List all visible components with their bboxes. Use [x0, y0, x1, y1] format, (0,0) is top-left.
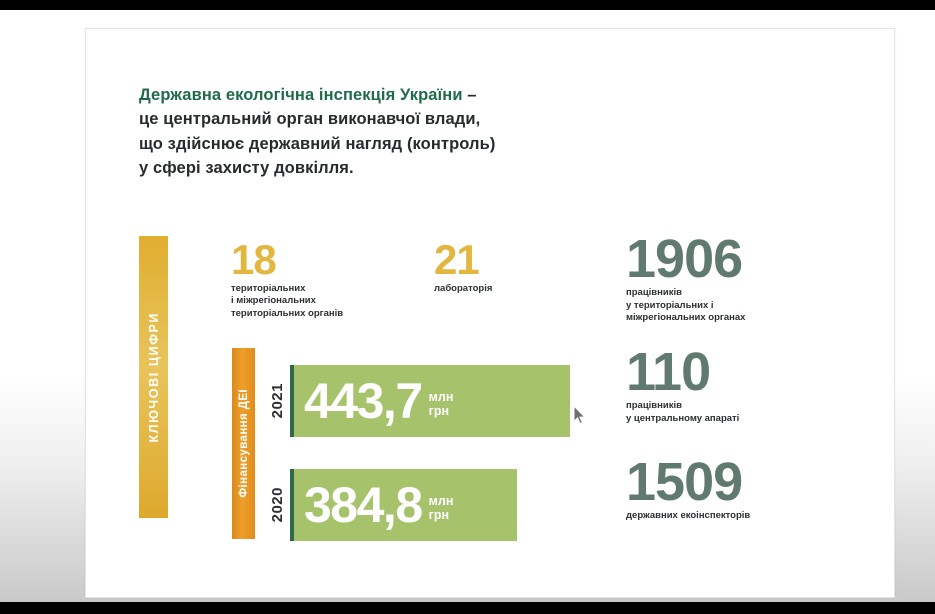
stat-regional-bodies: 18 територіальних і міжрегіональних тери… — [231, 236, 344, 320]
stat-employees-central-caption: працівників у центральному апараті — [626, 400, 740, 424]
stat-employees-central: 110 працівників у центральному апараті — [626, 342, 740, 425]
funding-bar-2020: 384,8 млн грн — [290, 469, 517, 541]
stat-laboratories-caption: лабораторія — [434, 283, 493, 295]
stat-employees-regional-caption: працівників у територіальних і міжрегіон… — [626, 287, 746, 324]
funding-bar-2021-value: 443,7 — [304, 372, 423, 429]
funding-bar-2021-unit: млн грн — [428, 389, 454, 418]
funding-bar-2020-unit: млн грн — [428, 493, 454, 522]
funding-ribbon: Фінансування ДЕІ — [232, 348, 255, 539]
stat-regional-bodies-number: 18 — [231, 236, 277, 283]
funding-bar-year-2020: 2020 — [268, 487, 286, 523]
window-top-bar — [0, 0, 935, 10]
funding-ribbon-label: Фінансування ДЕІ — [237, 389, 250, 498]
stat-state-eco-inspectors-number: 1509 — [626, 452, 743, 512]
funding-bar-2020-value: 384,8 — [304, 476, 423, 533]
window-bottom-bar — [0, 602, 935, 614]
funding-bar-row-2020: 2020 384,8 млн грн — [264, 469, 517, 541]
stat-laboratories-number: 21 — [434, 236, 480, 283]
stat-state-eco-inspectors-caption: державних екоінспекторів — [626, 510, 751, 522]
stat-regional-bodies-caption: територіальних і міжрегіональних територ… — [231, 283, 344, 319]
key-figures-ribbon-label: КЛЮЧОВІ ЦИФРИ — [146, 311, 161, 443]
stat-laboratories: 21 лабораторія — [434, 236, 493, 295]
slide-viewer-backdrop: Державна екологічна інспекція України – … — [0, 10, 935, 602]
funding-bar-year-2021: 2021 — [268, 383, 286, 419]
headline-lead: Державна екологічна інспекція України — [139, 86, 463, 104]
slide-card: Державна екологічна інспекція України – … — [85, 28, 895, 598]
stat-state-eco-inspectors: 1509 державних екоінспекторів — [626, 452, 751, 523]
headline-rest: – це центральний орган виконавчої влади,… — [139, 86, 496, 178]
page-title: Державна екологічна інспекція України – … — [139, 83, 659, 181]
stat-employees-regional: 1906 працівників у територіальних і міжр… — [626, 229, 746, 324]
funding-bar-row-2021: 2021 443,7 млн грн — [264, 365, 570, 437]
key-figures-ribbon: КЛЮЧОВІ ЦИФРИ — [139, 236, 168, 518]
stat-employees-regional-number: 1906 — [626, 229, 743, 289]
stat-employees-central-number: 110 — [626, 342, 711, 402]
funding-bar-2021: 443,7 млн грн — [290, 365, 570, 437]
